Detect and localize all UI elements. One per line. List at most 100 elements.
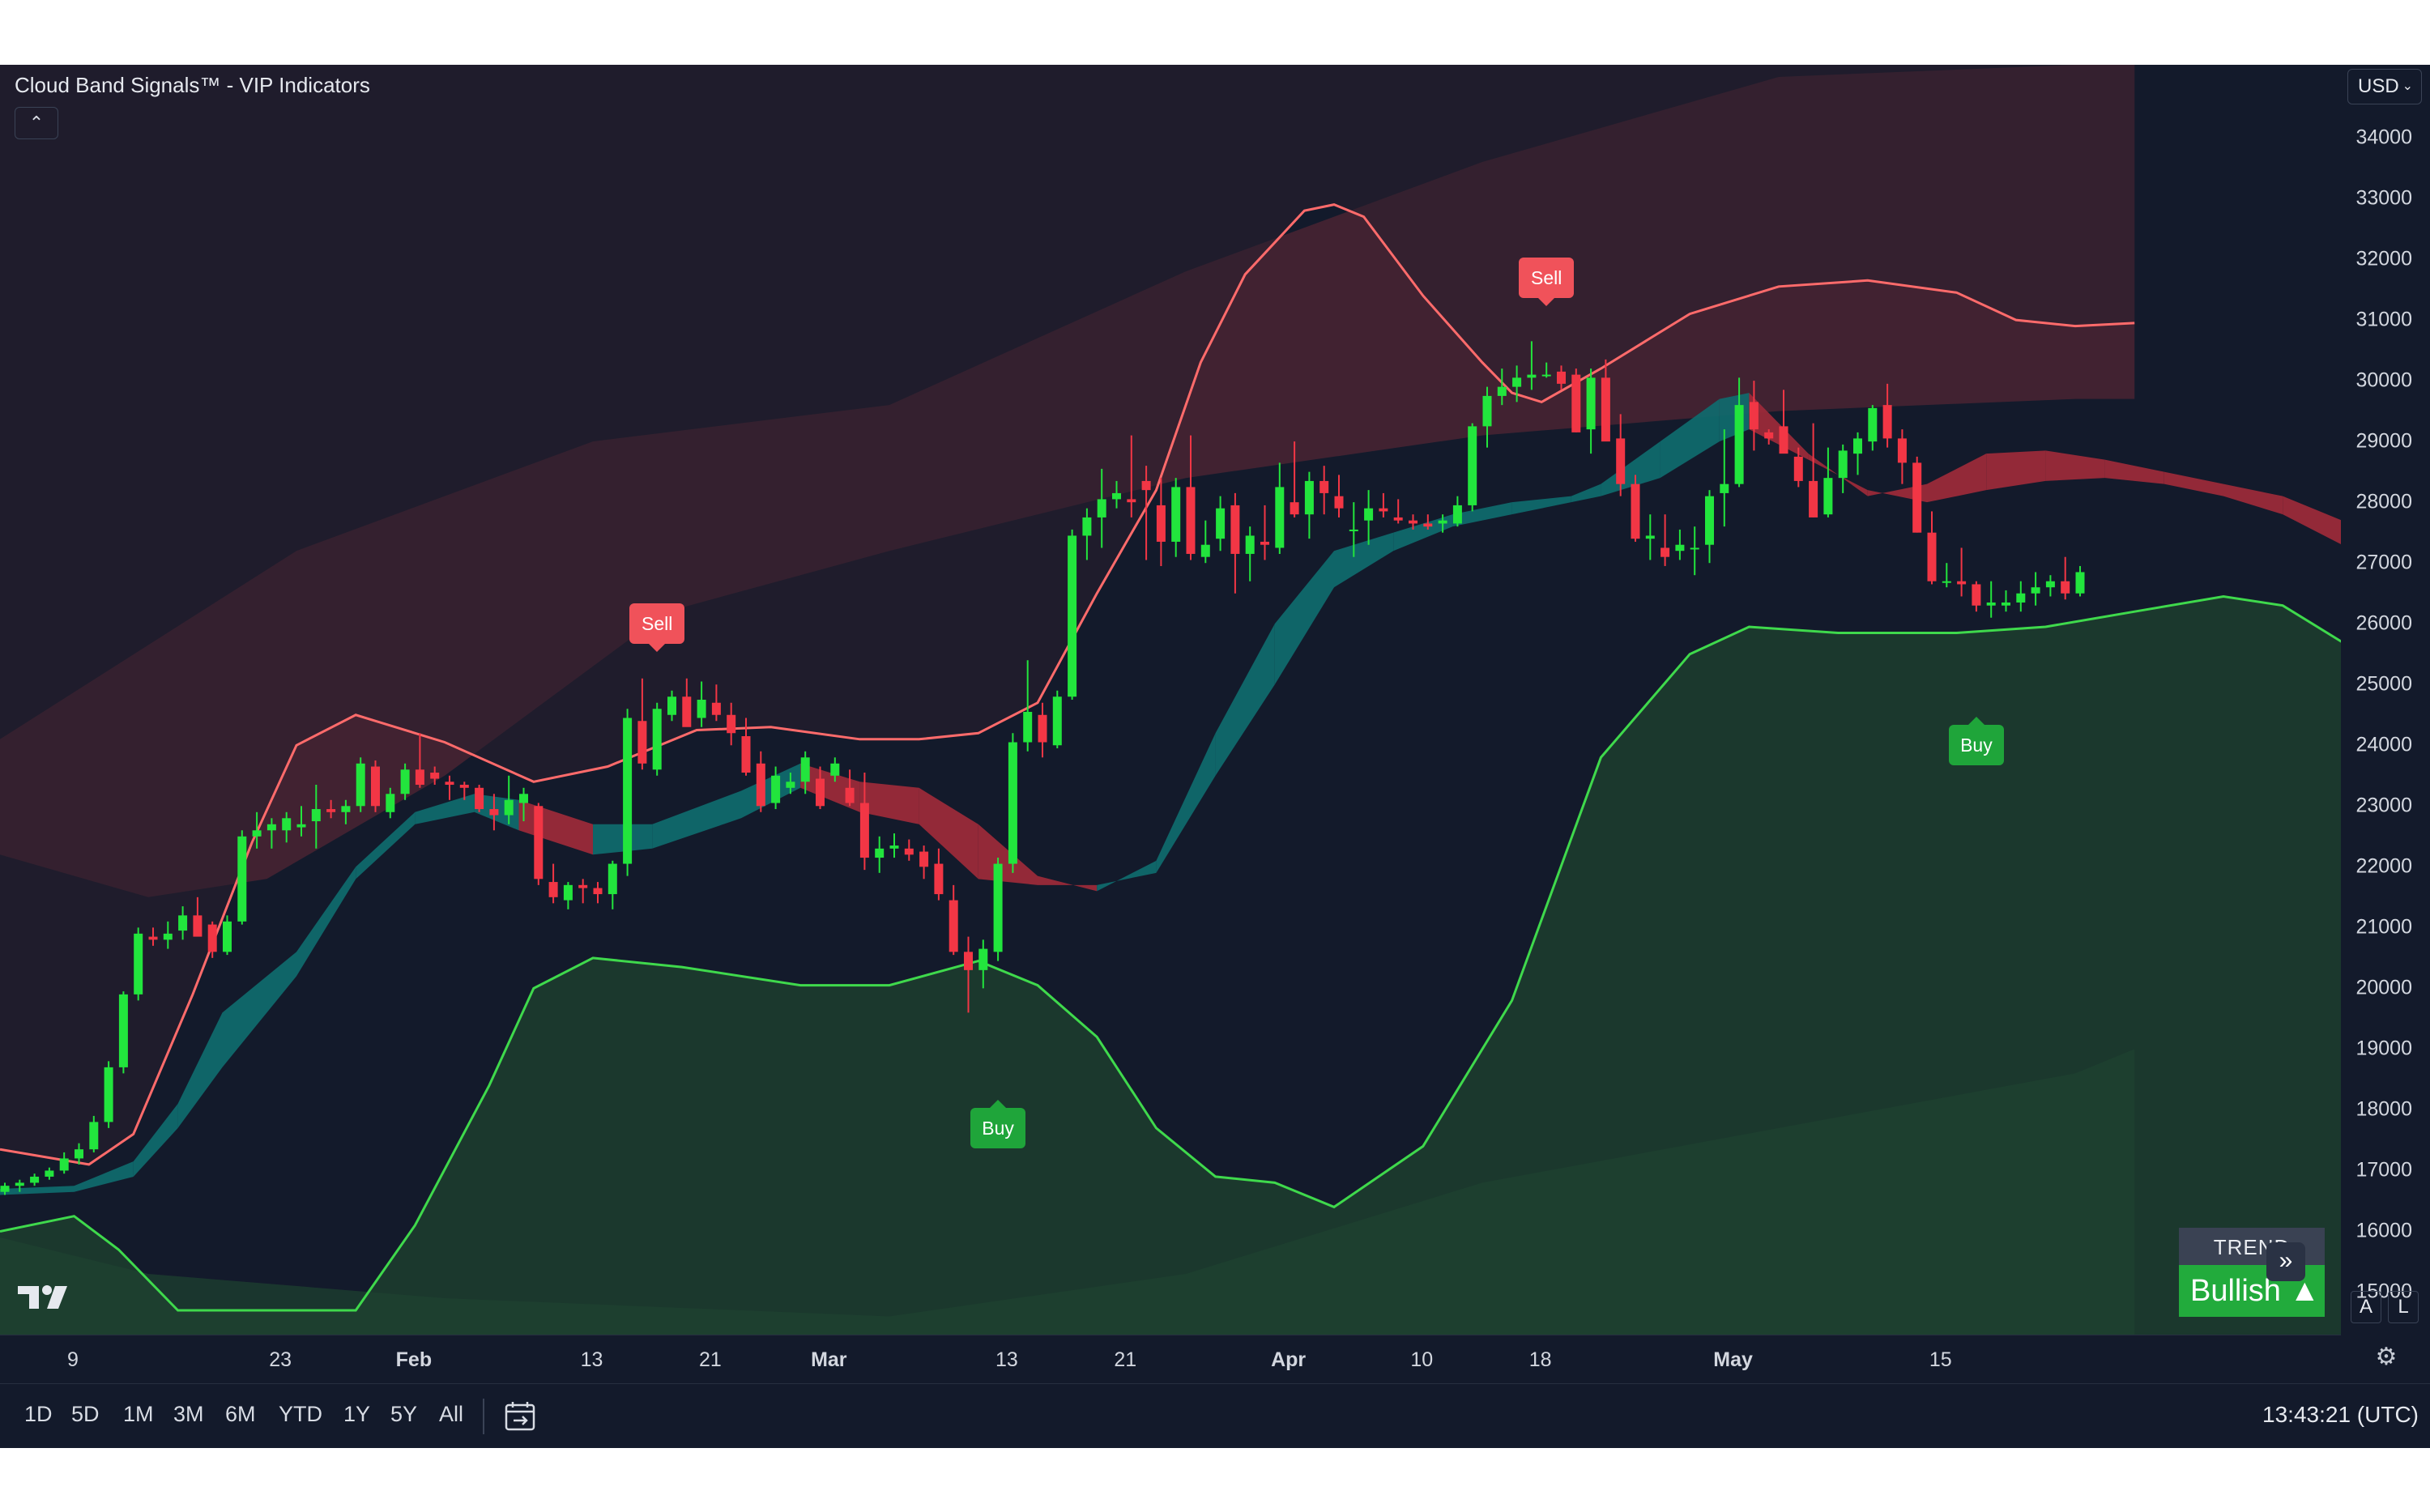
candle-up[interactable] <box>1349 502 1358 557</box>
candle-up[interactable] <box>1986 581 1996 618</box>
candle-down[interactable] <box>934 848 944 901</box>
candle-down[interactable] <box>1793 447 1803 488</box>
candle-down[interactable] <box>1393 499 1403 524</box>
candle-up[interactable] <box>282 811 292 843</box>
candle-down[interactable] <box>859 773 869 871</box>
candle-down[interactable] <box>711 684 721 722</box>
candle-up[interactable] <box>1527 341 1537 390</box>
candle-down[interactable] <box>756 751 765 812</box>
candle-down[interactable] <box>1290 441 1299 517</box>
candle-down[interactable] <box>1127 435 1136 517</box>
candle-down[interactable] <box>816 766 825 810</box>
range-5y-button[interactable]: 5Y <box>390 1402 418 1426</box>
candle-down[interactable] <box>1319 466 1329 515</box>
candle-down[interactable] <box>1749 381 1759 451</box>
candle-up[interactable] <box>504 775 514 824</box>
sell-signal-label[interactable]: Sell <box>629 603 685 653</box>
candle-up[interactable] <box>386 787 395 819</box>
candle-up[interactable] <box>1823 447 1833 517</box>
sell-signal-label[interactable]: Sell <box>1519 257 1575 306</box>
candle-down[interactable] <box>1957 547 1967 597</box>
candle-up[interactable] <box>356 757 365 812</box>
chart-settings-gear-icon[interactable]: ⚙ <box>2375 1344 2398 1370</box>
candle-up[interactable] <box>623 709 633 876</box>
range-3m-button[interactable]: 3M <box>173 1402 204 1426</box>
candle-up[interactable] <box>15 1179 24 1192</box>
candle-up[interactable] <box>118 991 128 1074</box>
candle-up[interactable] <box>1512 365 1522 402</box>
candle-up[interactable] <box>993 858 1003 961</box>
candle-down[interactable] <box>534 803 544 885</box>
collapse-legend-button[interactable]: ⌃ <box>15 107 58 139</box>
candle-up[interactable] <box>45 1167 54 1180</box>
candle-down[interactable] <box>1230 492 1240 594</box>
price-axis[interactable]: 15000 16000 17000 18000 19000 20000 21000 22000… <box>2341 65 2430 1335</box>
candle-down[interactable] <box>1571 368 1581 432</box>
candle-up[interactable] <box>1052 690 1062 749</box>
candle-up[interactable] <box>1438 514 1447 533</box>
candle-up[interactable] <box>2075 565 2085 597</box>
candle-up[interactable] <box>889 833 899 858</box>
candle-up[interactable] <box>830 757 840 782</box>
candle-down[interactable] <box>1882 383 1892 448</box>
candle-down[interactable] <box>430 766 440 786</box>
candle-down[interactable] <box>1186 435 1196 560</box>
candle-up[interactable] <box>2016 581 2026 612</box>
candle-down[interactable] <box>1409 514 1418 530</box>
candle-up[interactable] <box>608 860 617 909</box>
range-1y-button[interactable]: 1Y <box>343 1402 371 1426</box>
candle-down[interactable] <box>1912 456 1922 533</box>
candle-down[interactable] <box>1660 514 1670 566</box>
candle-up[interactable] <box>1068 529 1077 700</box>
candle-down[interactable] <box>964 936 973 1013</box>
candle-up[interactable] <box>59 1152 69 1174</box>
candle-down[interactable] <box>845 769 855 807</box>
tradingview-logo-icon[interactable] <box>16 1283 70 1312</box>
candle-down[interactable] <box>682 678 692 727</box>
candle-up[interactable] <box>697 681 706 727</box>
buy-signal-label[interactable]: Buy <box>970 1099 1026 1148</box>
currency-selector[interactable]: USD ⌄ <box>2347 69 2422 104</box>
expand-panel-icon[interactable]: » <box>2266 1242 2305 1281</box>
candle-up[interactable] <box>1720 429 1729 527</box>
candle-down[interactable] <box>415 733 424 788</box>
candle-down[interactable] <box>1601 359 1610 442</box>
candle-down[interactable] <box>741 718 751 776</box>
candle-up[interactable] <box>237 830 247 925</box>
candle-down[interactable] <box>148 927 158 946</box>
candle-down[interactable] <box>193 897 202 937</box>
candle-down[interactable] <box>489 794 499 831</box>
candle-up[interactable] <box>800 751 810 794</box>
candle-up[interactable] <box>178 906 188 940</box>
candle-up[interactable] <box>875 836 885 873</box>
candle-down[interactable] <box>1423 514 1433 530</box>
candle-up[interactable] <box>400 763 410 800</box>
candle-up[interactable] <box>89 1115 99 1152</box>
candle-down[interactable] <box>1379 492 1388 517</box>
candle-up[interactable] <box>0 1182 10 1195</box>
candle-up[interactable] <box>252 811 262 849</box>
candle-up[interactable] <box>1868 405 1878 451</box>
candle-up[interactable] <box>1942 563 1951 588</box>
candle-up[interactable] <box>134 927 143 1001</box>
utc-clock[interactable]: 13:43:21 (UTC) <box>2262 1402 2419 1427</box>
candle-up[interactable] <box>1245 526 1255 581</box>
candle-up[interactable] <box>1705 490 1714 564</box>
candle-up[interactable] <box>1200 520 1210 564</box>
candle-up[interactable] <box>1690 526 1699 576</box>
candle-up[interactable] <box>1112 480 1121 509</box>
range-1d-button[interactable]: 1D <box>24 1402 53 1426</box>
candle-down[interactable] <box>445 775 454 800</box>
candle-down[interactable] <box>1334 475 1344 517</box>
candle-down[interactable] <box>727 702 736 746</box>
buy-signal-label[interactable]: Buy <box>1948 717 2004 766</box>
candle-up[interactable] <box>1275 462 1285 554</box>
candle-up[interactable] <box>786 773 795 794</box>
candle-down[interactable] <box>919 845 929 880</box>
candle-down[interactable] <box>1156 478 1166 566</box>
candle-down[interactable] <box>1779 390 1788 454</box>
candle-down[interactable] <box>326 799 336 819</box>
candle-up[interactable] <box>1497 368 1507 406</box>
candle-up[interactable] <box>2045 575 2055 597</box>
candle-up[interactable] <box>1097 468 1106 548</box>
